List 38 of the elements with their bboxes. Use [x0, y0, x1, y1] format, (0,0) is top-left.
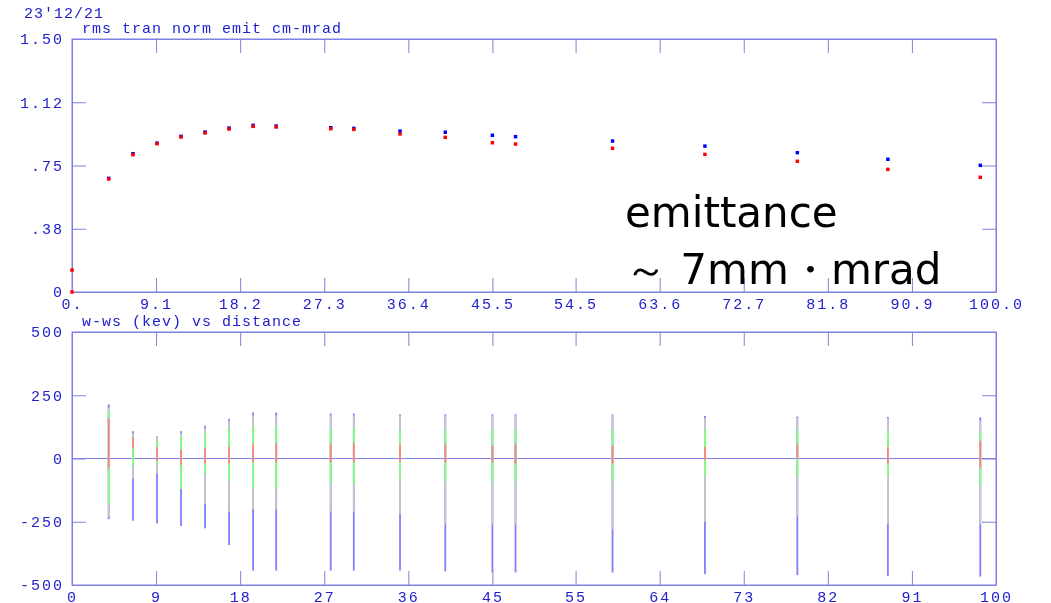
- y-tick-label: .75: [30, 158, 64, 176]
- chart-title: w-ws (kev) vs distance: [82, 314, 303, 331]
- x-tick-label: 9.1: [140, 296, 174, 314]
- x-tick-label: 90.9: [890, 296, 935, 314]
- x-tick-label: 91: [901, 589, 924, 603]
- x-tick-label: 64: [649, 589, 672, 603]
- x-tick-label: 9: [151, 589, 163, 603]
- x-tick-label: 45: [481, 589, 504, 603]
- y-tick-label: 0: [52, 451, 64, 469]
- y-tick-label: -250: [19, 515, 64, 533]
- annotation: emittance: [625, 188, 838, 237]
- y-tick-label: 250: [30, 388, 64, 406]
- x-tick-label: 36: [397, 589, 420, 603]
- x-tick-label: 55: [565, 589, 588, 603]
- x-tick-label: 0: [66, 589, 79, 603]
- x-tick-label: 63.6: [638, 296, 683, 314]
- x-tick-label: 18.2: [218, 296, 263, 314]
- y-tick-label: 500: [30, 325, 64, 343]
- x-tick-label: 18: [229, 589, 252, 603]
- annotation: ～ 7mm・mrad: [625, 245, 942, 294]
- x-tick-label: 36.4: [386, 296, 431, 314]
- x-tick-label: 45.5: [470, 296, 515, 314]
- x-tick-label: 73: [733, 589, 756, 603]
- x-tick-label: 100: [979, 589, 1014, 603]
- text: 23'12/21: [24, 6, 105, 23]
- x-tick-label: 72.7: [722, 296, 767, 314]
- x-tick-label: 0.: [61, 296, 84, 314]
- y-tick-label: 1.12: [19, 95, 64, 113]
- chart-title: rms tran norm emit cm-mrad: [82, 21, 343, 38]
- x-tick-label: 27: [313, 589, 336, 603]
- x-tick-label: 27.3: [302, 296, 347, 314]
- x-tick-label: 82: [817, 589, 840, 603]
- x-tick-label: 54.5: [554, 296, 599, 314]
- x-tick-label: 100.0: [968, 296, 1025, 314]
- y-tick-label: -500: [19, 578, 64, 596]
- y-tick-label: 1.50: [19, 32, 64, 50]
- y-tick-label: .38: [30, 222, 64, 240]
- x-tick-label: 81.8: [806, 296, 851, 314]
